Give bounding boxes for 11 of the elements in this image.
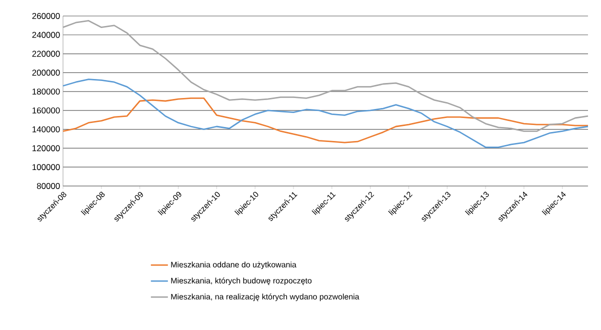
y-tick-label: 140000 [32, 126, 60, 132]
y-tick-label: 80000 [36, 183, 60, 189]
y-tick-label: 260000 [32, 13, 60, 19]
y-tick-label: 180000 [32, 88, 60, 95]
line-series [62, 20, 589, 132]
y-tick-label: 100000 [32, 164, 60, 170]
y-tick-label: 120000 [32, 145, 60, 152]
y-tick-label: 220000 [32, 50, 60, 57]
y-tick-label: 160000 [32, 107, 60, 114]
y-tick-label: 240000 [32, 32, 60, 38]
y-tick-label: 200000 [32, 70, 60, 76]
